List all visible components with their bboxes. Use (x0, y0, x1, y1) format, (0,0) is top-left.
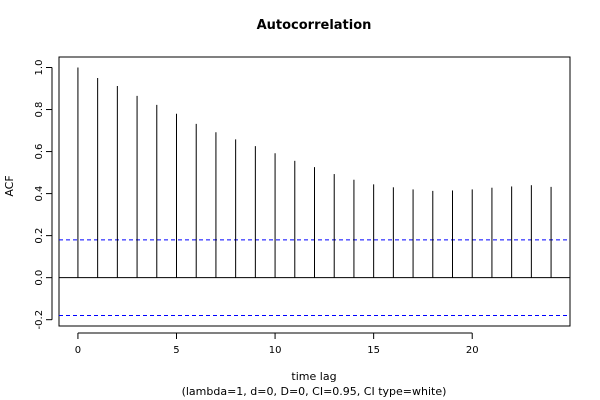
x-tick-label: 5 (173, 345, 179, 356)
y-tick-label: -0.2 (34, 310, 45, 330)
y-tick-label: 0.0 (34, 270, 45, 286)
y-tick-label: 1.0 (34, 60, 45, 76)
y-axis-label: ACF (3, 175, 16, 196)
chart-subtitle: (lambda=1, d=0, D=0, CI=0.95, CI type=wh… (182, 385, 447, 398)
y-tick-label: 0.6 (34, 144, 45, 160)
x-tick-label: 10 (269, 345, 282, 356)
chart-title: Autocorrelation (257, 18, 372, 33)
y-tick-label: 0.4 (34, 186, 45, 202)
x-axis: 0 5 10 15 20 (75, 332, 479, 356)
y-axis: -0.2 0.0 0.2 0.4 0.6 0.8 1.0 (34, 60, 53, 330)
x-tick-label: 0 (75, 345, 81, 356)
x-tick-label: 15 (367, 345, 380, 356)
plot-area (58, 56, 571, 327)
x-axis-label: time lag (291, 370, 336, 383)
y-tick-label: 0.2 (34, 228, 45, 244)
y-tick-label: 0.8 (34, 102, 45, 118)
x-tick-label: 20 (466, 345, 479, 356)
plot-frame (58, 56, 571, 327)
